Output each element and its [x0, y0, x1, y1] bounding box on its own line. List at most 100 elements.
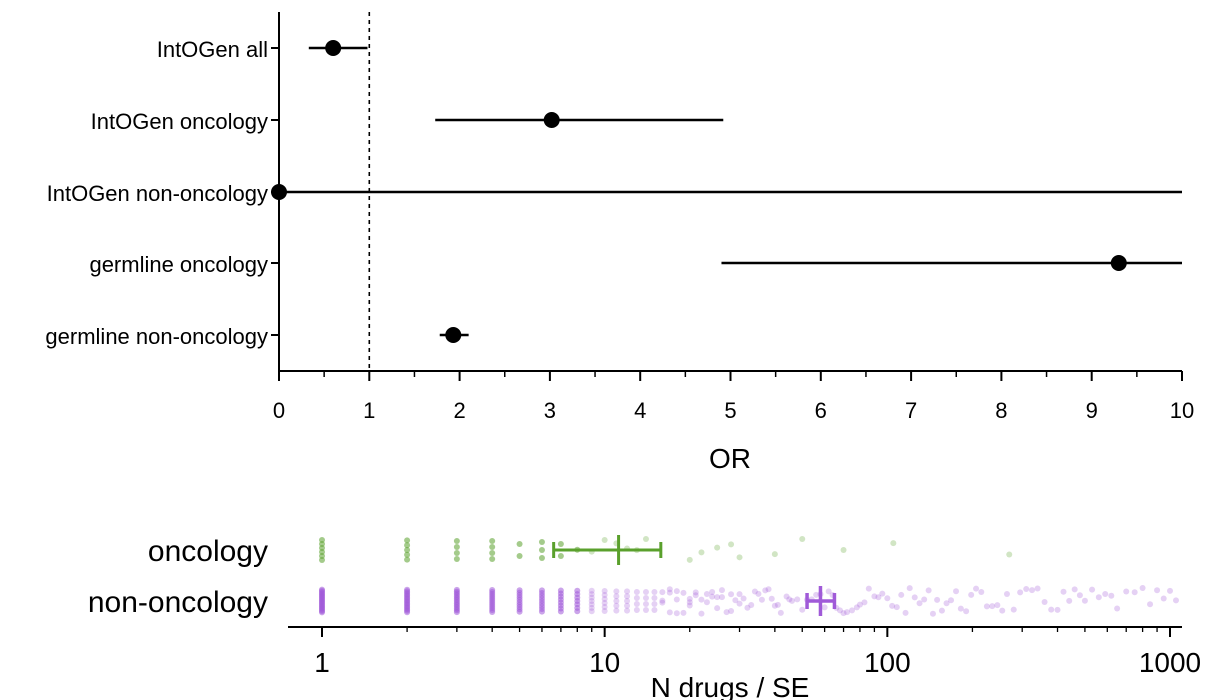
- forest-plot: IntOGen all IntOGen oncology IntOGen non-o…: [45, 12, 1194, 474]
- strip-point: [538, 555, 545, 561]
- strip-point: [925, 587, 932, 594]
- strip-point: [404, 547, 411, 553]
- strip-point: [736, 591, 743, 598]
- strip-point: [825, 588, 832, 595]
- strip-point: [673, 588, 680, 595]
- strip-point: [673, 610, 680, 617]
- estimate-point: [271, 184, 287, 200]
- category-label: IntOGen non-oncology: [47, 181, 268, 206]
- strip-point: [758, 596, 765, 603]
- strip-point: [703, 599, 710, 606]
- x-tick-label: 0: [273, 398, 285, 423]
- strip-point: [651, 601, 658, 607]
- strip-point: [768, 595, 775, 602]
- strip-point: [624, 593, 631, 600]
- strip-point: [994, 602, 1001, 609]
- strip-point: [906, 585, 913, 592]
- strip-point: [404, 609, 411, 616]
- strip-point: [489, 538, 496, 544]
- strip-point: [889, 602, 896, 609]
- strip-point: [516, 541, 523, 547]
- strip-point: [651, 595, 658, 601]
- strip-x-tick-label: 1000: [1139, 647, 1201, 678]
- strip-point: [686, 556, 693, 563]
- strip-point: [613, 593, 620, 600]
- strip-point: [666, 589, 673, 596]
- strip-point: [624, 598, 631, 604]
- strip-point: [1147, 601, 1154, 608]
- strip-point: [748, 601, 755, 608]
- strip-point: [1123, 588, 1130, 595]
- strip-point: [601, 604, 608, 610]
- strip-point: [1131, 589, 1138, 596]
- strip-point: [821, 604, 828, 611]
- category-label: IntOGen oncology: [91, 109, 268, 134]
- strip-point: [404, 551, 411, 558]
- strip-point: [1114, 605, 1121, 612]
- strip-point: [601, 600, 608, 606]
- strip-point: [1102, 590, 1109, 597]
- strip-point: [989, 603, 996, 610]
- strip-point: [453, 550, 460, 556]
- strip-point: [588, 591, 595, 598]
- strip-point: [1060, 588, 1067, 595]
- strip-point: [728, 607, 735, 614]
- strip-point: [736, 600, 743, 607]
- strip-point: [709, 593, 716, 600]
- strip-point: [404, 542, 411, 549]
- strip-point: [736, 554, 743, 561]
- strip-point: [943, 600, 950, 607]
- category-label: germline non-oncology: [45, 324, 268, 349]
- strip-point: [879, 590, 886, 597]
- strip-point: [698, 596, 705, 603]
- strip-point: [723, 609, 730, 616]
- estimate-point: [543, 112, 560, 128]
- strip-point: [714, 544, 721, 551]
- strip-point: [686, 595, 693, 602]
- category-label: germline oncology: [89, 252, 268, 277]
- strip-x-tick-label: 1: [314, 647, 330, 678]
- strip-point: [771, 602, 778, 609]
- strip-point: [574, 608, 581, 615]
- strip-point: [613, 598, 620, 604]
- strip-point: [319, 557, 325, 563]
- strip-point: [692, 592, 699, 599]
- strip-point: [728, 541, 735, 548]
- strip-point: [1095, 594, 1102, 601]
- x-tick-label: 3: [544, 398, 556, 423]
- strip-point: [963, 608, 970, 615]
- strip-point: [633, 589, 640, 595]
- x-tick-label: 2: [453, 398, 465, 423]
- strip-point: [453, 544, 460, 550]
- strip-point: [516, 608, 523, 615]
- strip-point: [659, 589, 666, 596]
- strip-point: [875, 594, 882, 601]
- strip-point: [771, 551, 778, 558]
- strip-point: [489, 550, 496, 556]
- strip-point: [588, 604, 595, 611]
- strip-point: [1034, 585, 1041, 592]
- strip-point: [1066, 597, 1073, 604]
- strip-point: [673, 596, 680, 603]
- strip-category-label: oncology: [148, 535, 268, 568]
- x-tick-label: 9: [1086, 398, 1098, 423]
- strip-point: [601, 588, 608, 594]
- strip-point: [1139, 585, 1146, 592]
- strip-point: [978, 589, 985, 596]
- strip-point: [849, 607, 856, 614]
- strip-point: [953, 588, 960, 595]
- strip-point: [840, 610, 847, 617]
- x-tick-label: 5: [724, 398, 736, 423]
- strip-point: [732, 597, 739, 604]
- strip-point: [762, 587, 769, 594]
- strip-plot: oncology non-oncology 1 10 100 1000 N drugs …: [88, 535, 1201, 700]
- estimate-point: [325, 40, 342, 56]
- estimate-point: [445, 327, 462, 343]
- strip-point: [489, 556, 496, 562]
- strip-point: [588, 598, 595, 604]
- strip-point: [1054, 606, 1061, 613]
- strip-point: [1081, 597, 1088, 604]
- strip-point: [601, 608, 608, 614]
- strip-point: [813, 591, 820, 598]
- strip-category-label: non-oncology: [88, 586, 268, 619]
